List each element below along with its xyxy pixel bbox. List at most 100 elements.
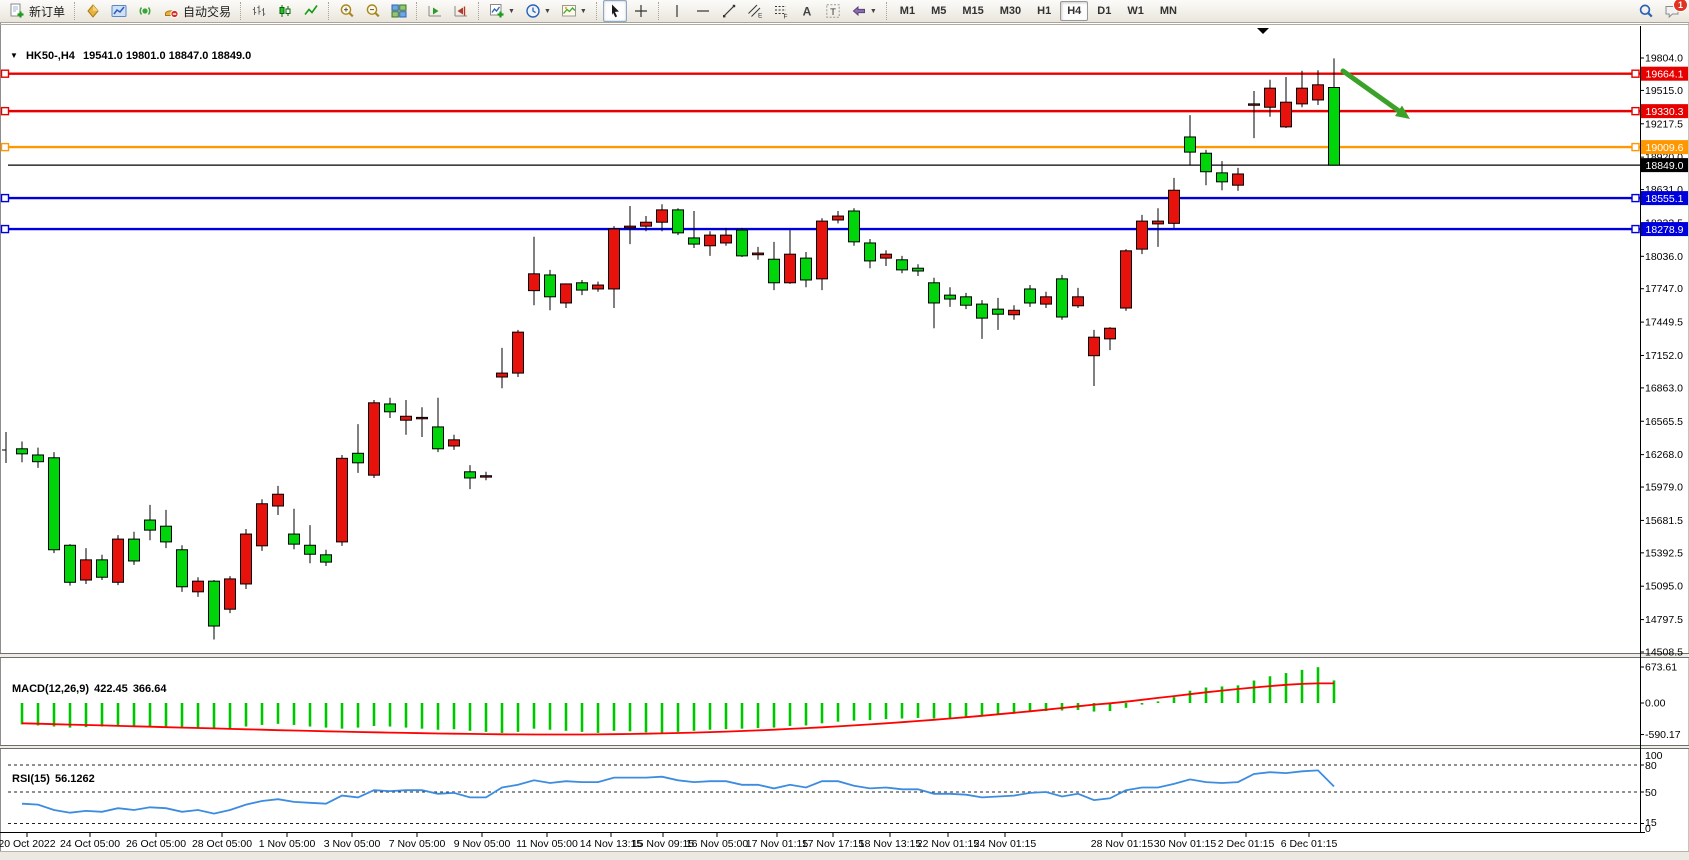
chevron-down-icon[interactable]: ▼	[543, 7, 551, 15]
hline-handle-right[interactable]	[1631, 142, 1640, 152]
templates-button[interactable]: ▼	[557, 0, 591, 22]
vline-button[interactable]	[665, 0, 689, 22]
hline-19330.3[interactable]	[0, 106, 1641, 116]
symbol-dropdown-icon[interactable]: ▼	[10, 51, 18, 60]
candle-body	[864, 242, 876, 262]
signals-button[interactable]	[133, 0, 157, 22]
hline-18555.1[interactable]	[0, 193, 1641, 203]
candle-body	[752, 252, 764, 256]
chart-shift-button[interactable]	[449, 0, 473, 22]
hline-handle-left[interactable]	[0, 193, 10, 203]
timeframe-m5-button[interactable]: M5	[931, 5, 947, 17]
autotrading-button[interactable]: 自动交易	[159, 0, 235, 22]
rsi-pane	[8, 764, 1640, 824]
zoom-out-button[interactable]	[361, 0, 385, 22]
candle-body	[496, 372, 508, 378]
trend-arrow-line[interactable]	[1340, 68, 1402, 114]
timeframe-h1-button[interactable]: H1	[1037, 5, 1052, 17]
candle-body	[704, 234, 716, 247]
chart-background[interactable]	[0, 23, 1689, 860]
trend-arrow[interactable]	[1340, 68, 1410, 119]
hline-handle-right[interactable]	[1631, 106, 1640, 116]
price-badge-bg	[1641, 66, 1688, 81]
shapes-icon	[852, 5, 865, 17]
timeframe-d1-button[interactable]: D1	[1097, 5, 1112, 17]
hline-button[interactable]	[691, 0, 715, 22]
hline-handle-right[interactable]	[1631, 193, 1640, 203]
candle	[1200, 149, 1212, 186]
indicators-button[interactable]: ▼	[485, 0, 519, 22]
chevron-down-icon[interactable]: ▼	[579, 7, 587, 15]
charts-button[interactable]	[107, 0, 131, 22]
timeframe-h4-button[interactable]: H4	[1060, 1, 1089, 21]
search-button[interactable]	[1634, 0, 1658, 22]
candle-body	[928, 282, 940, 304]
timeframe-w1-button[interactable]: W1	[1127, 5, 1144, 17]
hline-handle-left[interactable]	[0, 69, 10, 78]
label-button[interactable]: T	[821, 0, 845, 22]
price-tick-label: 19217.5	[1645, 118, 1683, 130]
notifications-button[interactable]: 1	[1660, 0, 1688, 22]
candle-body	[48, 457, 60, 551]
price-badge-bg	[1641, 158, 1688, 173]
candle	[800, 251, 812, 288]
price-tick-label: 16268.0	[1645, 449, 1683, 461]
trendline-button[interactable]	[717, 0, 741, 22]
hline-handle-right[interactable]	[1631, 224, 1640, 234]
candle-body	[976, 303, 988, 319]
rsi-scale-label: 100	[1645, 750, 1663, 762]
candle	[832, 210, 844, 224]
timeframe-m1-button[interactable]: M1	[899, 5, 916, 17]
hline-handle-left[interactable]	[0, 224, 10, 234]
crosshair-icon	[634, 5, 647, 17]
candle-body	[720, 234, 732, 244]
chevron-down-icon[interactable]: ▼	[869, 7, 877, 15]
tile-windows-button[interactable]	[387, 0, 411, 22]
hline-19664.1[interactable]	[0, 69, 1641, 78]
timeframe-m15-button[interactable]: M15	[962, 5, 984, 17]
pane-splitter[interactable]	[0, 745, 1689, 749]
candle	[816, 218, 828, 291]
auto-scroll-button[interactable]	[423, 0, 447, 22]
price-tick-label: 15095.0	[1645, 581, 1683, 593]
candle	[704, 231, 716, 256]
chart-window[interactable]: ▼ HK50-,H4 19541.0 19801.0 18847.0 18849…	[0, 23, 1689, 860]
cursor-button[interactable]	[602, 0, 627, 22]
candle-body	[1168, 189, 1180, 224]
bar-chart-button[interactable]	[247, 0, 271, 22]
hline-19009.6[interactable]	[0, 142, 1641, 152]
zoom-in-button[interactable]	[335, 0, 359, 22]
hline-handle-left[interactable]	[0, 142, 10, 152]
new-order-button[interactable]: 新订单	[5, 0, 69, 22]
candle	[960, 292, 972, 310]
price-tick-label: 14508.5	[1645, 646, 1683, 658]
periods-button[interactable]: ▼	[521, 0, 555, 22]
candle	[1216, 161, 1228, 191]
timeframe-mn-button[interactable]: MN	[1159, 5, 1177, 17]
chart-shift-marker[interactable]	[1257, 28, 1269, 34]
fibonacci-button[interactable]: F	[769, 0, 793, 22]
channel-button[interactable]: E	[743, 0, 767, 22]
price-axis[interactable]: 19804.019515.019217.518920.018631.018333…	[1640, 26, 1688, 835]
candle	[1168, 177, 1180, 228]
time-tick-label: 2 Dec 01:15	[1218, 838, 1275, 850]
hline-handle-left[interactable]	[0, 106, 10, 116]
chevron-down-icon[interactable]: ▼	[508, 7, 515, 15]
timeframe-m30-button[interactable]: M30	[999, 5, 1022, 17]
time-axis[interactable]: 20 Oct 2022 24 Oct 05:00 26 Oct 05:00 28 Oc…	[0, 832, 1645, 851]
line-chart-button[interactable]	[299, 0, 323, 22]
toolbar-separator	[328, 2, 330, 20]
price-badge-text: 19664.1	[1646, 68, 1684, 80]
time-tick-label: 20 Oct 2022	[0, 838, 56, 850]
market-button[interactable]	[81, 0, 105, 22]
price-tick-label: 17152.0	[1645, 350, 1683, 362]
crosshair-button[interactable]	[629, 0, 653, 22]
pane-splitter[interactable]	[0, 653, 1689, 658]
hline-handle-right[interactable]	[1631, 69, 1640, 78]
shapes-button[interactable]: ▼	[847, 0, 881, 22]
text-button[interactable]: A	[795, 0, 819, 22]
candle-chart-button[interactable]	[273, 0, 297, 22]
candle	[1024, 285, 1036, 307]
candle	[544, 269, 556, 311]
candle-body	[800, 257, 812, 281]
